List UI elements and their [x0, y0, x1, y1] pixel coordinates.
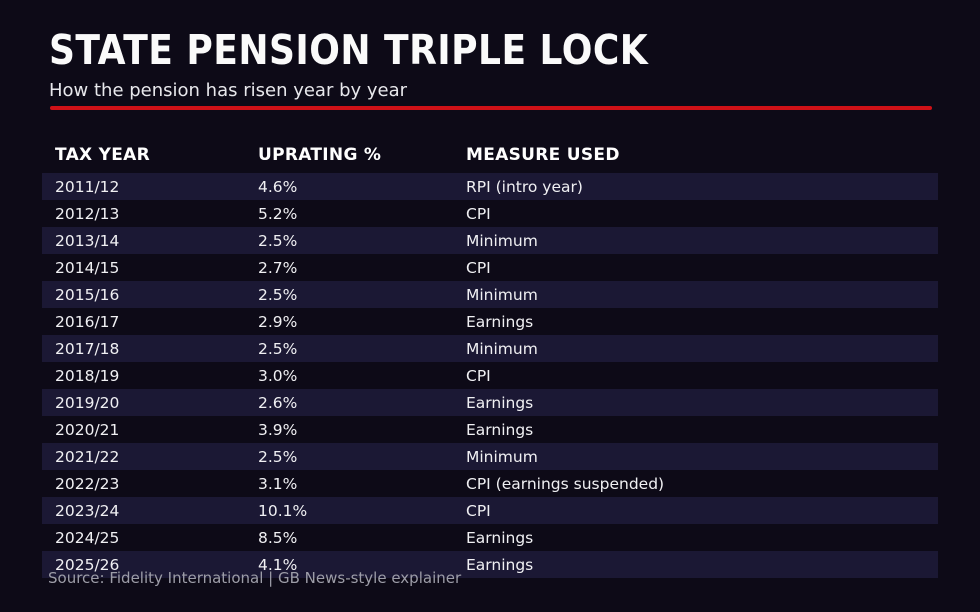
column-header-measure-used: MEASURE USED — [466, 145, 620, 165]
cell-tax-year: 2024/25 — [55, 528, 120, 547]
table-row: 2021/22 2.5% Minimum — [42, 443, 938, 470]
cell-tax-year: 2018/19 — [55, 366, 120, 385]
cell-tax-year: 2022/23 — [55, 474, 120, 493]
accent-divider — [50, 106, 932, 110]
table-row: 2011/12 4.6% RPI (intro year) — [42, 173, 938, 200]
cell-tax-year: 2025/26 — [55, 555, 120, 574]
cell-uprating: 4.6% — [258, 177, 298, 196]
table-row: 2019/20 2.6% Earnings — [42, 389, 938, 416]
cell-measure: Minimum — [466, 285, 538, 304]
cell-tax-year: 2012/13 — [55, 204, 120, 223]
cell-measure: CPI (earnings suspended) — [466, 474, 665, 493]
cell-measure: Earnings — [466, 528, 534, 547]
cell-measure: Earnings — [466, 420, 534, 439]
cell-uprating: 2.6% — [258, 393, 298, 412]
cell-measure: Earnings — [466, 555, 534, 574]
cell-tax-year: 2014/15 — [55, 258, 120, 277]
cell-measure: Minimum — [466, 339, 538, 358]
cell-uprating: 5.2% — [258, 204, 298, 223]
table-row: 2017/18 2.5% Minimum — [42, 335, 938, 362]
table-row: 2016/17 2.9% Earnings — [42, 308, 938, 335]
cell-tax-year: 2023/24 — [55, 501, 120, 520]
cell-uprating: 4.1% — [258, 555, 298, 574]
cell-tax-year: 2020/21 — [55, 420, 120, 439]
cell-measure: Earnings — [466, 393, 534, 412]
cell-measure: CPI — [466, 258, 491, 277]
cell-uprating: 3.0% — [258, 366, 298, 385]
table-row: 2013/14 2.5% Minimum — [42, 227, 938, 254]
table-row: 2023/24 10.1% CPI — [42, 497, 938, 524]
cell-tax-year: 2021/22 — [55, 447, 120, 466]
cell-uprating: 2.5% — [258, 285, 298, 304]
cell-tax-year: 2013/14 — [55, 231, 120, 250]
cell-tax-year: 2016/17 — [55, 312, 120, 331]
table-row: 2018/19 3.0% CPI — [42, 362, 938, 389]
cell-measure: Minimum — [466, 231, 538, 250]
cell-uprating: 3.9% — [258, 420, 298, 439]
cell-uprating: 2.5% — [258, 231, 298, 250]
table-body: 2011/12 4.6% RPI (intro year) 2012/13 5.… — [42, 173, 938, 578]
page-title: STATE PENSION TRIPLE LOCK — [49, 26, 649, 74]
table-row: 2025/26 4.1% Earnings — [42, 551, 938, 578]
table-row: 2015/16 2.5% Minimum — [42, 281, 938, 308]
cell-tax-year: 2017/18 — [55, 339, 120, 358]
data-table: TAX YEAR UPRATING % MEASURE USED 2011/12… — [42, 137, 938, 578]
table-row: 2020/21 3.9% Earnings — [42, 416, 938, 443]
cell-tax-year: 2015/16 — [55, 285, 120, 304]
cell-measure: Minimum — [466, 447, 538, 466]
cell-tax-year: 2011/12 — [55, 177, 120, 196]
table-row: 2012/13 5.2% CPI — [42, 200, 938, 227]
table-row: 2024/25 8.5% Earnings — [42, 524, 938, 551]
cell-measure: CPI — [466, 501, 491, 520]
cell-uprating: 3.1% — [258, 474, 298, 493]
page-subtitle: How the pension has risen year by year — [49, 80, 408, 101]
cell-measure: Earnings — [466, 312, 534, 331]
cell-uprating: 2.5% — [258, 339, 298, 358]
cell-uprating: 10.1% — [258, 501, 308, 520]
cell-uprating: 2.7% — [258, 258, 298, 277]
column-header-tax-year: TAX YEAR — [55, 145, 151, 165]
cell-uprating: 2.5% — [258, 447, 298, 466]
cell-tax-year: 2019/20 — [55, 393, 120, 412]
column-header-uprating: UPRATING % — [258, 145, 382, 165]
cell-uprating: 8.5% — [258, 528, 298, 547]
source-caption: Source: Fidelity International | GB News… — [48, 569, 462, 587]
cell-uprating: 2.9% — [258, 312, 298, 331]
cell-measure: CPI — [466, 366, 491, 385]
table-row: 2014/15 2.7% CPI — [42, 254, 938, 281]
table-row: 2022/23 3.1% CPI (earnings suspended) — [42, 470, 938, 497]
cell-measure: CPI — [466, 204, 491, 223]
cell-measure: RPI (intro year) — [466, 177, 583, 196]
table-header: TAX YEAR UPRATING % MEASURE USED — [42, 137, 938, 173]
